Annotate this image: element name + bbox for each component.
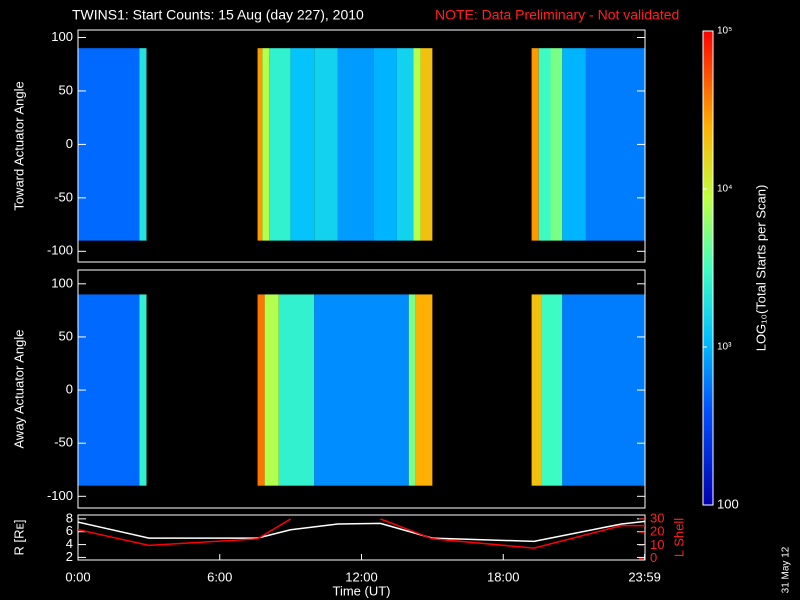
y-tick-label: 100 xyxy=(51,29,73,44)
y-axis-label: Away Actuator Angle xyxy=(11,329,26,448)
heatmap-cell xyxy=(278,294,315,486)
y2-tick-label: 0 xyxy=(650,550,657,565)
heatmap-cell xyxy=(538,48,551,241)
y-tick-label: 4 xyxy=(66,536,73,551)
y-tick-label: 50 xyxy=(59,328,73,343)
y-tick-label: 50 xyxy=(59,82,73,97)
heatmap-cell xyxy=(361,294,409,486)
heatmap-cell xyxy=(562,294,645,486)
heatmap-cell xyxy=(314,294,362,486)
heatmap-cell xyxy=(139,48,147,241)
x-tick-label: 6:00 xyxy=(207,569,232,584)
x-tick-label: 23:59 xyxy=(628,569,661,584)
y2-tick-label: 30 xyxy=(650,510,664,525)
y-tick-label: 6 xyxy=(66,523,73,538)
x-tick-label: 0:00 xyxy=(65,569,90,584)
heatmap-cell xyxy=(408,294,416,486)
y-axis-label: R [Rᴇ] xyxy=(11,520,26,556)
colorbar-tick-label: 10⁵ xyxy=(717,26,732,37)
y-tick-label: -100 xyxy=(47,488,73,503)
y2-tick-label: 10 xyxy=(650,537,664,552)
heatmap-cell xyxy=(531,48,539,241)
y-tick-label: 2 xyxy=(66,549,73,564)
x-tick-label: 18:00 xyxy=(487,569,520,584)
colorbar-tick-label: 10⁴ xyxy=(717,184,732,195)
y2-tick-label: 20 xyxy=(650,524,664,539)
y2-axis-label: L Shell xyxy=(671,518,686,557)
y-tick-label: 0 xyxy=(66,382,73,397)
heatmap-cell xyxy=(585,48,645,241)
heatmap-cell xyxy=(262,48,270,241)
heatmap-cell xyxy=(396,48,414,241)
heatmap-cell xyxy=(290,48,315,241)
date-stamp: 31 May 12 xyxy=(781,546,792,593)
x-axis-label: Time (UT) xyxy=(332,583,390,598)
series-line xyxy=(78,518,645,549)
plot-frame xyxy=(77,269,646,509)
colorbar-label: LOG₁₀(Total Starts per Scan) xyxy=(753,185,768,352)
y-tick-label: -100 xyxy=(47,243,73,258)
x-tick-label: 12:00 xyxy=(345,569,378,584)
heatmap-cell xyxy=(415,294,433,486)
heatmap-cell xyxy=(257,48,263,241)
heatmap-cell xyxy=(139,294,147,486)
series-line xyxy=(78,520,645,543)
heatmap-cell xyxy=(541,294,563,486)
plot-frame xyxy=(77,29,646,263)
heatmap-cell xyxy=(257,294,265,486)
heatmap-cell xyxy=(413,48,421,241)
heatmap-cell xyxy=(420,48,433,241)
heatmap-cell xyxy=(269,48,291,241)
heatmap-cell xyxy=(314,48,338,241)
heatmap-cell xyxy=(550,48,563,241)
heatmap-cell xyxy=(337,48,374,241)
y-tick-label: 8 xyxy=(66,510,73,525)
y-tick-label: -50 xyxy=(54,189,73,204)
y-tick-label: 100 xyxy=(51,275,73,290)
y-tick-label: -50 xyxy=(54,435,73,450)
colorbar-tick-label: 10³ xyxy=(717,342,732,353)
heatmap-cell xyxy=(373,48,397,241)
chart-title: TWINS1: Start Counts: 15 Aug (day 227), … xyxy=(72,7,364,23)
y-axis-label: Toward Actuator Angle xyxy=(11,81,26,210)
heatmap-cell xyxy=(78,48,140,241)
heatmap-cell xyxy=(264,294,279,486)
heatmap-cell xyxy=(78,294,140,486)
heatmap-cell xyxy=(531,294,542,486)
heatmap-cell xyxy=(562,48,586,241)
colorbar-tick-label: 100 xyxy=(717,496,739,511)
y-tick-label: 0 xyxy=(66,136,73,151)
note: NOTE: Data Preliminary - Not validated xyxy=(435,7,679,23)
colorbar xyxy=(702,30,714,506)
